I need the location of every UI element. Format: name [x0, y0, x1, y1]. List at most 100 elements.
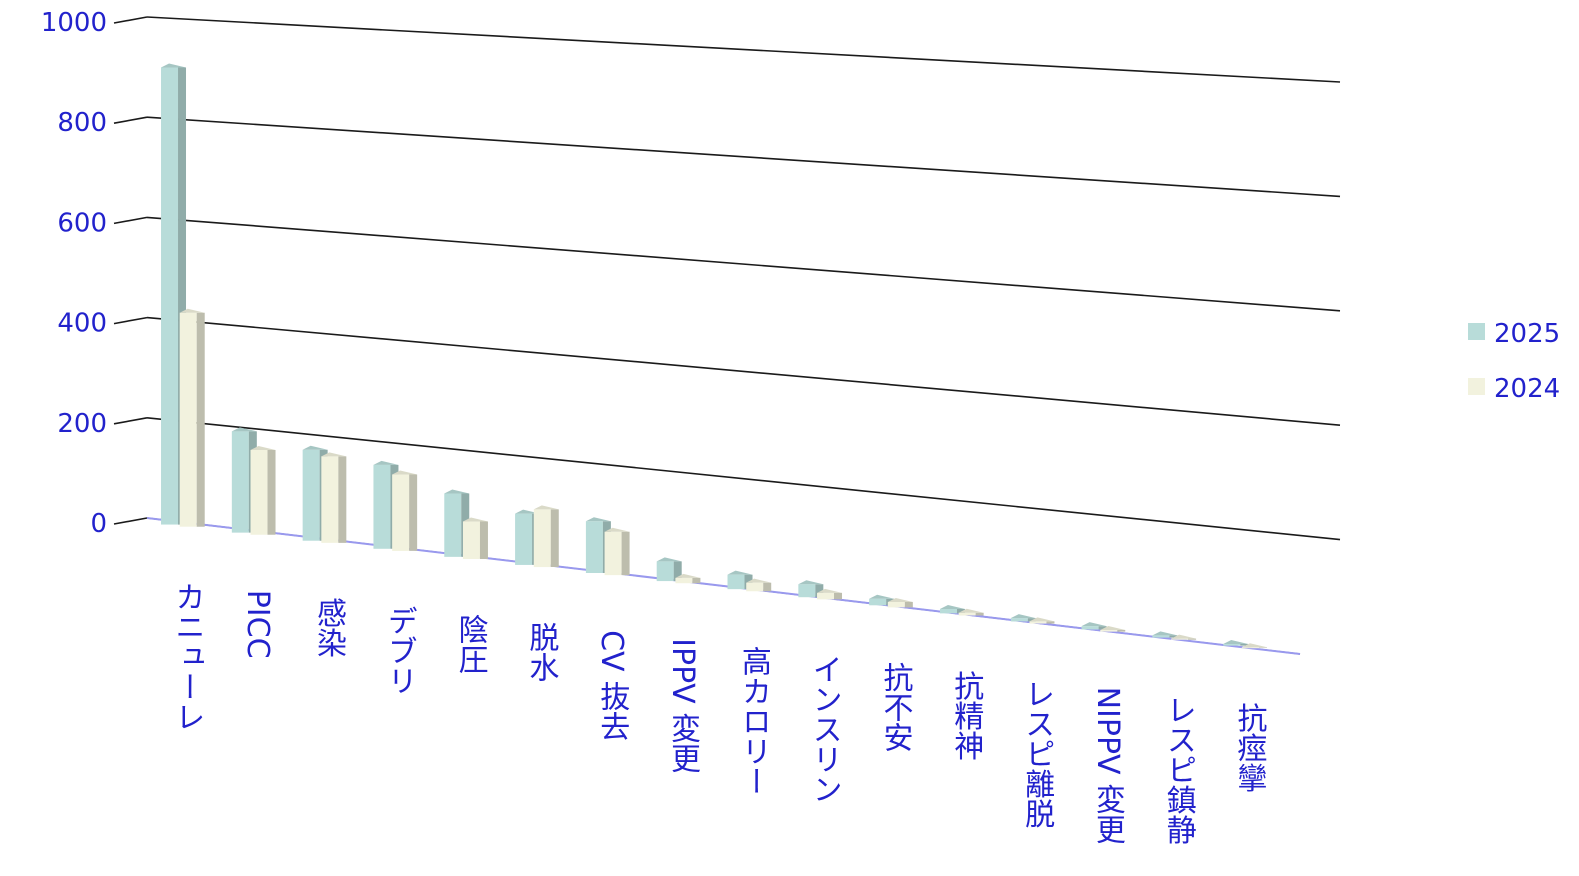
bar-side [409, 474, 418, 551]
bar-top [444, 489, 470, 494]
bar-top [746, 578, 772, 583]
x-category-label: 感染 [311, 598, 346, 658]
x-category-label: レスピ鎮静 [1161, 695, 1197, 845]
tick-mark [113, 216, 148, 225]
bar-2024-2 [321, 452, 347, 543]
bar-2024-15 [1241, 643, 1267, 649]
bar-side [692, 577, 701, 584]
bar-2024-13 [1100, 625, 1126, 632]
bar-top [392, 470, 418, 475]
bar-front [869, 598, 887, 606]
bar-side [763, 582, 772, 592]
bar-top [1029, 617, 1055, 622]
bar-side [1046, 621, 1055, 624]
gridline [146, 16, 1341, 83]
bar-side [975, 612, 984, 616]
bar-front [727, 574, 745, 590]
bar-front [179, 312, 197, 527]
legend-swatch [1468, 378, 1485, 395]
bar-front [1171, 638, 1189, 640]
gridline [146, 216, 1341, 312]
x-category-label: IPPV 変更 [665, 638, 700, 773]
bar-top [1223, 639, 1249, 644]
bar-front [1029, 621, 1047, 624]
bar-top [585, 517, 611, 522]
x-category-label: PICC [240, 590, 275, 659]
bar-front [656, 561, 674, 582]
bar-top [727, 570, 753, 575]
x-category-label: レスピ離脱 [1019, 679, 1055, 829]
bar-front [675, 577, 693, 584]
bar-side [904, 601, 913, 608]
bar-front [958, 612, 976, 616]
bar-front [392, 474, 410, 551]
bar-front [798, 584, 816, 598]
bar-front [444, 493, 462, 557]
y-tick-label: 0 [90, 509, 107, 539]
tick-mark [113, 316, 148, 325]
bar-front [1152, 635, 1170, 638]
legend-swatch [1468, 323, 1485, 340]
bar-front [231, 431, 249, 533]
bar-top [869, 594, 895, 599]
x-category-label: CV 抜去 [594, 630, 629, 741]
bar-top [321, 452, 347, 457]
bar-top [1100, 625, 1126, 630]
bar-front [321, 456, 339, 543]
bar-front [1223, 643, 1241, 646]
x-axis-labels: カニューレ PICC 感染 デブリ 陰圧 脱水 CV 抜去 IPPV 変更 高カロリー インスリン… [169, 582, 1267, 845]
bar-front [1241, 647, 1259, 649]
bar-top [604, 527, 630, 532]
bar-2024-11 [958, 608, 984, 616]
bar-side [1117, 629, 1126, 632]
bar-front [462, 521, 480, 559]
bar-top [939, 604, 965, 609]
bar-top [373, 460, 399, 465]
x-category-label: 高カロリー [736, 646, 771, 796]
bar-top [533, 505, 559, 510]
bar-side [479, 521, 488, 559]
bar-2024-6 [604, 527, 630, 576]
bar-top [798, 580, 824, 585]
bar-2024-3 [392, 470, 418, 551]
bar-front [887, 601, 905, 608]
bar-2025-9 [798, 580, 824, 598]
tick-mark [113, 517, 148, 525]
tick-mark [113, 16, 148, 24]
bar-side [1258, 647, 1267, 648]
legend: 2025 2024 [1468, 319, 1560, 404]
tick-mark [113, 417, 148, 425]
bar-top [817, 588, 843, 593]
bar-front [817, 592, 835, 600]
x-category-label: インスリン [807, 654, 842, 804]
bar-top [1171, 634, 1197, 639]
bar-front [746, 582, 764, 592]
bar-top [1081, 622, 1107, 627]
gridline [146, 316, 1341, 426]
y-tick-label: 800 [57, 108, 107, 138]
bar-top [675, 573, 701, 578]
bar-top [231, 427, 257, 432]
bar-front [1081, 626, 1099, 630]
bar-side [267, 449, 276, 535]
gridline [146, 116, 1341, 198]
bar-front [302, 449, 320, 541]
bar-front [1100, 629, 1118, 632]
bar-top [887, 597, 913, 602]
bar-top [958, 608, 984, 613]
bar-2024-9 [817, 588, 843, 600]
y-tick-label: 400 [57, 309, 107, 339]
bar-side [338, 456, 347, 543]
bar-front [533, 509, 551, 568]
legend-label: 2024 [1494, 374, 1560, 404]
x-category-label: 脱水 [523, 622, 559, 682]
bar-side [550, 509, 559, 568]
bar-top [161, 63, 187, 68]
bar-2024-0 [179, 308, 205, 527]
bars [161, 63, 1267, 649]
gridlines [113, 16, 1341, 541]
bar-side [834, 592, 843, 600]
y-tick-label: 1000 [41, 8, 107, 38]
bar-2024-14 [1171, 634, 1197, 640]
bar-side [196, 312, 205, 527]
